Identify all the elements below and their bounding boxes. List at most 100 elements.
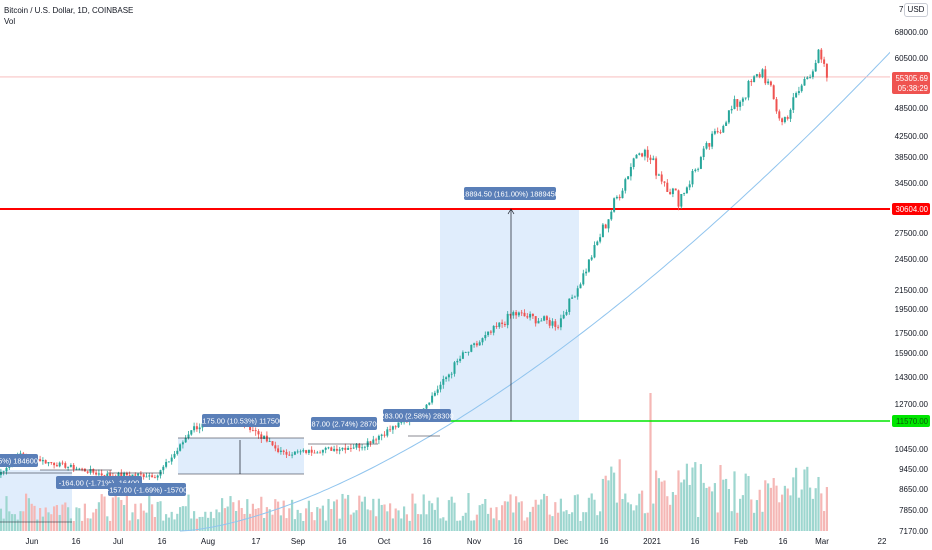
volume-bar [624,493,627,531]
volume-bar [145,512,148,531]
time-axis-label: Sep [291,537,306,546]
volume-bar [165,514,168,531]
candle-body [719,132,722,134]
volume-bar [453,502,456,531]
candle-body [251,430,254,431]
candle-body [271,441,274,446]
volume-bar [551,516,554,531]
volume-bar [492,518,495,531]
time-axis-label: 22 [878,537,887,546]
volume-bar [167,517,170,531]
volume-bar [442,517,445,531]
volume-bar [529,511,532,531]
candle-body [666,182,669,192]
candle-body [0,471,2,476]
volume-bar [509,494,512,531]
volume-bar [579,520,582,531]
volume-bar [425,514,428,531]
volume-bar [646,512,649,531]
measure-label-3: 1175.00 (10.53%) 117500 [199,414,283,427]
candle-body [467,351,470,353]
volume-bar [554,502,557,531]
volume-bar [30,503,33,531]
candle-body [543,316,546,321]
volume-bar [652,503,655,531]
volume-bar [610,466,613,531]
volume-bar [190,518,193,531]
candle-body [254,430,257,432]
symbol-title: Bitcoin / U.S. Dollar, 1D, COINBASE [4,6,134,15]
candle-body [733,99,736,109]
time-axis[interactable]: Jun 16 Jul 16 Aug 17 Sep 16 Oct 16 Nov 16 Dec 16 2021 1… [0,533,890,550]
volume-bar [501,505,504,531]
candle-body [795,93,798,98]
candle-body [534,316,537,324]
price-axis-label: 68000.00 [895,28,929,37]
price-axis-label: 7850.00 [899,506,928,515]
candle-body [705,143,708,149]
candle-body [501,322,504,324]
candle-body [433,392,436,396]
volume-bar [517,502,520,531]
candle-body [520,312,523,314]
volume-bar [436,497,439,531]
volume-bar [305,508,308,531]
volume-bar [666,496,669,531]
candle-body [156,475,159,478]
candle-body [47,462,50,464]
volume-bar [268,509,271,531]
candle-body [352,447,355,449]
candle-body [769,81,772,86]
volume-bar [596,515,599,531]
volume-bar [204,511,207,531]
candle-body [123,472,126,477]
candle-body [478,342,481,346]
volume-bar [789,495,792,531]
volume-bar [498,520,501,531]
candle-body [44,460,47,464]
candle-body [153,477,156,479]
volume-bar [41,516,44,531]
candle-body [753,76,756,83]
volume-bar [613,472,616,531]
volume-bar [223,508,226,531]
candle-body [557,326,560,328]
candle-body [442,379,445,385]
candle-body [573,296,576,298]
volume-bar [786,488,789,531]
volume-bar [719,465,722,531]
volume-bar [277,501,280,531]
candle-body [184,437,187,443]
volume-bar [187,494,190,531]
volume-bar [464,512,467,531]
measure-label-5-text: 283.00 (2.58%) 28300 [380,412,453,421]
measurement-overlays: 5%) 184600 -164.00 (-1.71%) -16400-157.00… [0,187,559,523]
candle-body [78,468,81,470]
volume-bar [467,493,470,531]
currency-button[interactable]: USD [904,3,928,17]
volume-bar [355,510,358,531]
candle-body [711,133,714,147]
volume-bar [198,516,201,531]
time-axis-label: 16 [423,537,432,546]
volume-bar [671,492,674,531]
candle-body [394,426,397,428]
candle-body [139,473,142,475]
volume-bar [473,520,476,531]
candle-body [475,343,478,346]
measure-label-6-text: 18894.50 (161.00%) 1889450 [461,190,559,199]
candle-body [450,373,453,375]
volume-bar [81,520,84,531]
candle-body [447,374,450,378]
volume-bar [823,511,826,531]
volume-bar [722,479,725,531]
time-axis-label: Jun [26,537,39,546]
volume-bar [299,513,302,531]
candle-body [400,422,403,423]
candle-body [481,338,484,343]
volume-bar [590,493,593,531]
candle-body [747,80,750,98]
volume-bar [445,520,448,531]
